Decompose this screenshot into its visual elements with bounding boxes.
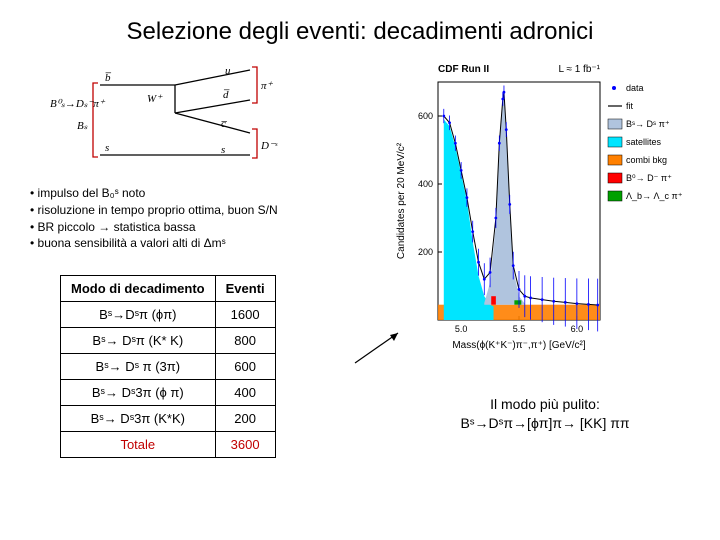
table-header: Eventi — [215, 276, 275, 302]
decay-table: Modo di decadimento Eventi Bˢ→Dˢπ (ϕπ)16… — [60, 275, 276, 458]
label-bbar: b̅ — [105, 72, 112, 84]
caption-line: Bˢ→Dˢπ→[ϕπ]π→ [KK] ππ — [400, 414, 690, 433]
page-title: Selezione degli eventi: decadimenti adro… — [0, 0, 720, 46]
mass-plot: CDF Run IIL ≈ 1 fb⁻¹2004006005.05.56.0Ca… — [390, 60, 700, 380]
svg-text:5.5: 5.5 — [513, 324, 526, 334]
svg-text:Bₛ: Bₛ — [77, 120, 88, 132]
bullet-item: • BR piccolo → statistica bassa — [30, 219, 278, 236]
svg-text:combi bkg: combi bkg — [626, 155, 667, 165]
svg-text:400: 400 — [418, 179, 433, 189]
plot-caption: Il modo più pulito: Bˢ→Dˢπ→[ϕπ]π→ [KK] π… — [400, 395, 690, 433]
feynman-diagram: b̅ s W⁺ u d̅ c̅ s B⁰ₛ→Dₛ⁻π⁺ Bₛ π⁺ D⁻ˢ — [45, 65, 305, 165]
table-row: Bˢ→ Dˢ3π (K*K)200 — [61, 406, 276, 432]
bullet-list: • impulso del B₀ˢ noto • risoluzione in … — [30, 185, 278, 252]
table-row: Bˢ→ Dˢπ (K* K)800 — [61, 328, 276, 354]
label-W: W⁺ — [147, 93, 163, 105]
svg-text:B⁰→ D⁻ π⁺: B⁰→ D⁻ π⁺ — [626, 173, 672, 183]
svg-text:data: data — [626, 83, 644, 93]
svg-text:Bˢ→ Dˢ π⁺: Bˢ→ Dˢ π⁺ — [626, 119, 670, 129]
svg-text:5.0: 5.0 — [455, 324, 468, 334]
table-header: Modo di decadimento — [61, 276, 216, 302]
label-dbar: d̅ — [223, 89, 230, 101]
svg-text:600: 600 — [418, 111, 433, 121]
svg-text:200: 200 — [418, 247, 433, 257]
bullet-item: • impulso del B₀ˢ noto — [30, 185, 278, 202]
label-s: s — [105, 142, 109, 154]
label-pi: π⁺ — [261, 80, 274, 92]
svg-text:Λ_b→ Λ_c π⁺: Λ_b→ Λ_c π⁺ — [626, 191, 683, 201]
label-u: u — [225, 65, 231, 77]
svg-text:Candidates per 20 MeV/c²: Candidates per 20 MeV/c² — [396, 142, 407, 259]
svg-text:satellites: satellites — [626, 137, 662, 147]
label-Bs0: B⁰ₛ→Dₛ⁻π⁺ — [50, 98, 106, 110]
bullet-item: • risoluzione in tempo proprio ottima, b… — [30, 202, 278, 219]
svg-text:Mass(ϕ(K⁺K⁻)π⁻,π⁺) [GeV/c²]: Mass(ϕ(K⁺K⁻)π⁻,π⁺) [GeV/c²] — [452, 340, 586, 351]
svg-text:CDF Run II: CDF Run II — [438, 64, 489, 75]
table-row: Bˢ→ Dˢ π (3π)600 — [61, 354, 276, 380]
caption-line: Il modo più pulito: — [400, 395, 690, 414]
svg-text:L ≈ 1 fb⁻¹: L ≈ 1 fb⁻¹ — [558, 64, 600, 75]
label-cbar: c̅ — [221, 118, 228, 130]
label-Ds: D⁻ˢ — [260, 140, 278, 152]
table-row-total: Totale3600 — [61, 432, 276, 458]
bullet-item: • buona sensibilità a valori alti di Δmˢ — [30, 235, 278, 252]
svg-text:fit: fit — [626, 101, 634, 111]
label-s2: s — [221, 144, 225, 156]
table-row: Bˢ→Dˢπ (ϕπ)1600 — [61, 302, 276, 328]
table-row: Bˢ→ Dˢ3π (ϕ π)400 — [61, 380, 276, 406]
